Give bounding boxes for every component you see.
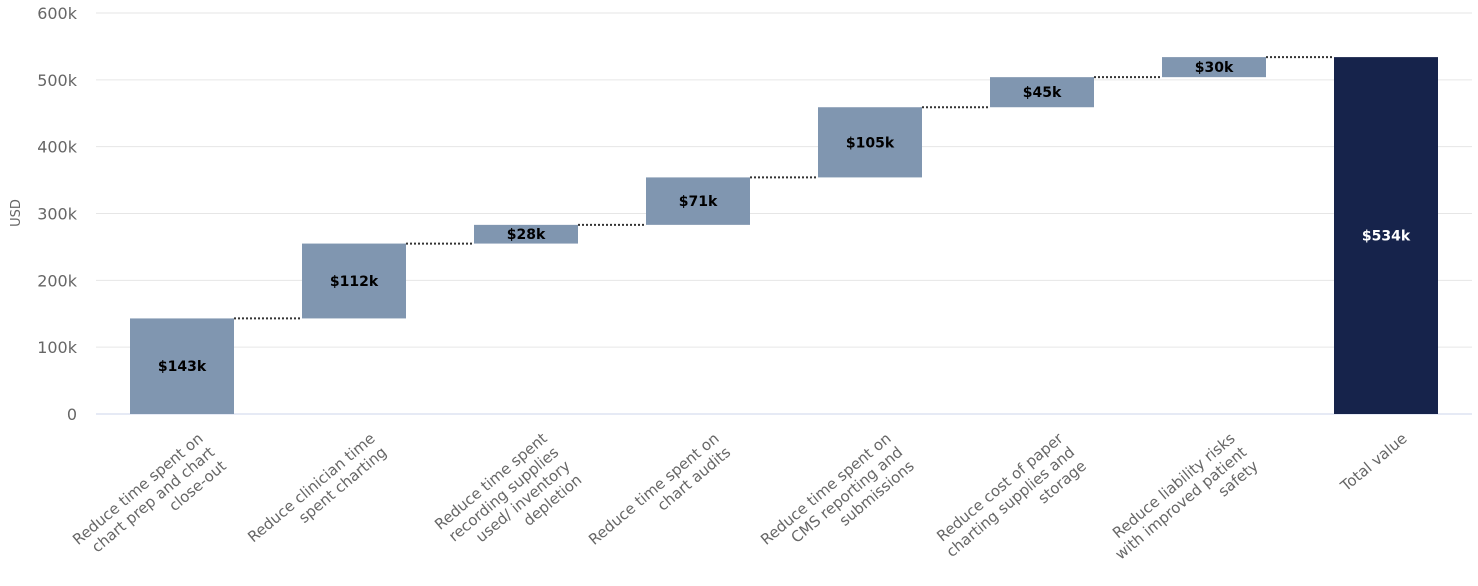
- x-tick-label-line: chart prep and chart: [88, 443, 218, 556]
- data-label: $534k: [1362, 229, 1411, 245]
- svg-text:Reduce time spent onchart prep: Reduce time spent onchart prep and chart…: [69, 429, 230, 576]
- y-tick-label: 400k: [37, 138, 78, 157]
- svg-text:Reduce liability riskswith imp: Reduce liability riskswith improved pati…: [1100, 429, 1262, 577]
- svg-text:Reduce time spentrecording sup: Reduce time spentrecording suppliesused/…: [431, 429, 585, 575]
- x-tick-label: Reduce time spent onchart audits: [585, 429, 734, 562]
- x-tick-label: Reduce cost of papercharting supplies an…: [931, 429, 1090, 575]
- svg-text:Total value: Total value: [1336, 429, 1410, 495]
- data-label: $112k: [330, 274, 379, 290]
- data-label: $30k: [1195, 60, 1234, 76]
- connector-layer: [234, 56, 1334, 320]
- x-tick-label: Reduce time spent onchart prep and chart…: [69, 429, 230, 576]
- increment-bar: [302, 243, 406, 319]
- increment-bar: [646, 177, 750, 225]
- svg-text:Reduce time spent onchart audi: Reduce time spent onchart audits: [585, 429, 734, 562]
- x-tick-label: Reduce time spent onCMS reporting andsub…: [757, 429, 918, 576]
- data-label: $28k: [507, 227, 546, 243]
- x-tick-label: Total value: [1336, 429, 1410, 495]
- y-axis: 0 100k 200k 300k 400k 500k 600k: [37, 4, 78, 424]
- bar-layer: [130, 57, 1438, 415]
- y-tick-label: 500k: [37, 71, 78, 90]
- increment-bar: [130, 318, 234, 414]
- increment-bar: [818, 107, 922, 178]
- x-tick-label-line: with improved patient: [1112, 443, 1251, 563]
- data-label: $143k: [158, 359, 207, 375]
- data-label: $105k: [846, 135, 895, 151]
- x-tick-label-line: Reduce clinician time: [244, 429, 378, 546]
- y-tick-label: 300k: [37, 205, 78, 224]
- svg-text:Reduce cost of papercharting s: Reduce cost of papercharting supplies an…: [931, 429, 1090, 575]
- increment-bar: [990, 77, 1094, 108]
- svg-text:Reduce clinician timespent cha: Reduce clinician timespent charting: [244, 429, 390, 560]
- increment-bar: [1162, 57, 1266, 78]
- y-tick-label: 0: [67, 405, 77, 424]
- y-axis-title: USD: [9, 199, 24, 227]
- x-tick-label-line: Reduce time spent on: [585, 429, 722, 548]
- total-bar: [1334, 57, 1438, 415]
- data-label: $45k: [1023, 85, 1062, 101]
- svg-text:Reduce time spent onCMS report: Reduce time spent onCMS reporting andsub…: [757, 429, 918, 576]
- data-label-layer: $143k $112k $28k $71k $105k $45k $30k $534k: [158, 60, 1411, 375]
- x-tick-label: Reduce liability riskswith improved pati…: [1100, 429, 1262, 577]
- data-label: $71k: [679, 194, 718, 210]
- x-tick-label: Reduce clinician timespent charting: [244, 429, 390, 560]
- y-tick-label: 100k: [37, 338, 78, 357]
- x-axis: Reduce time spent on chart prep and chart…: [69, 429, 1410, 577]
- y-tick-label: 600k: [37, 4, 78, 23]
- x-tick-label-line: charting supplies and: [943, 443, 1078, 561]
- y-tick-label: 200k: [37, 271, 78, 290]
- x-tick-label: Reduce time spentrecording suppliesused/…: [431, 429, 585, 575]
- x-tick-label-line: Total value: [1336, 429, 1410, 495]
- increment-bar: [474, 224, 578, 244]
